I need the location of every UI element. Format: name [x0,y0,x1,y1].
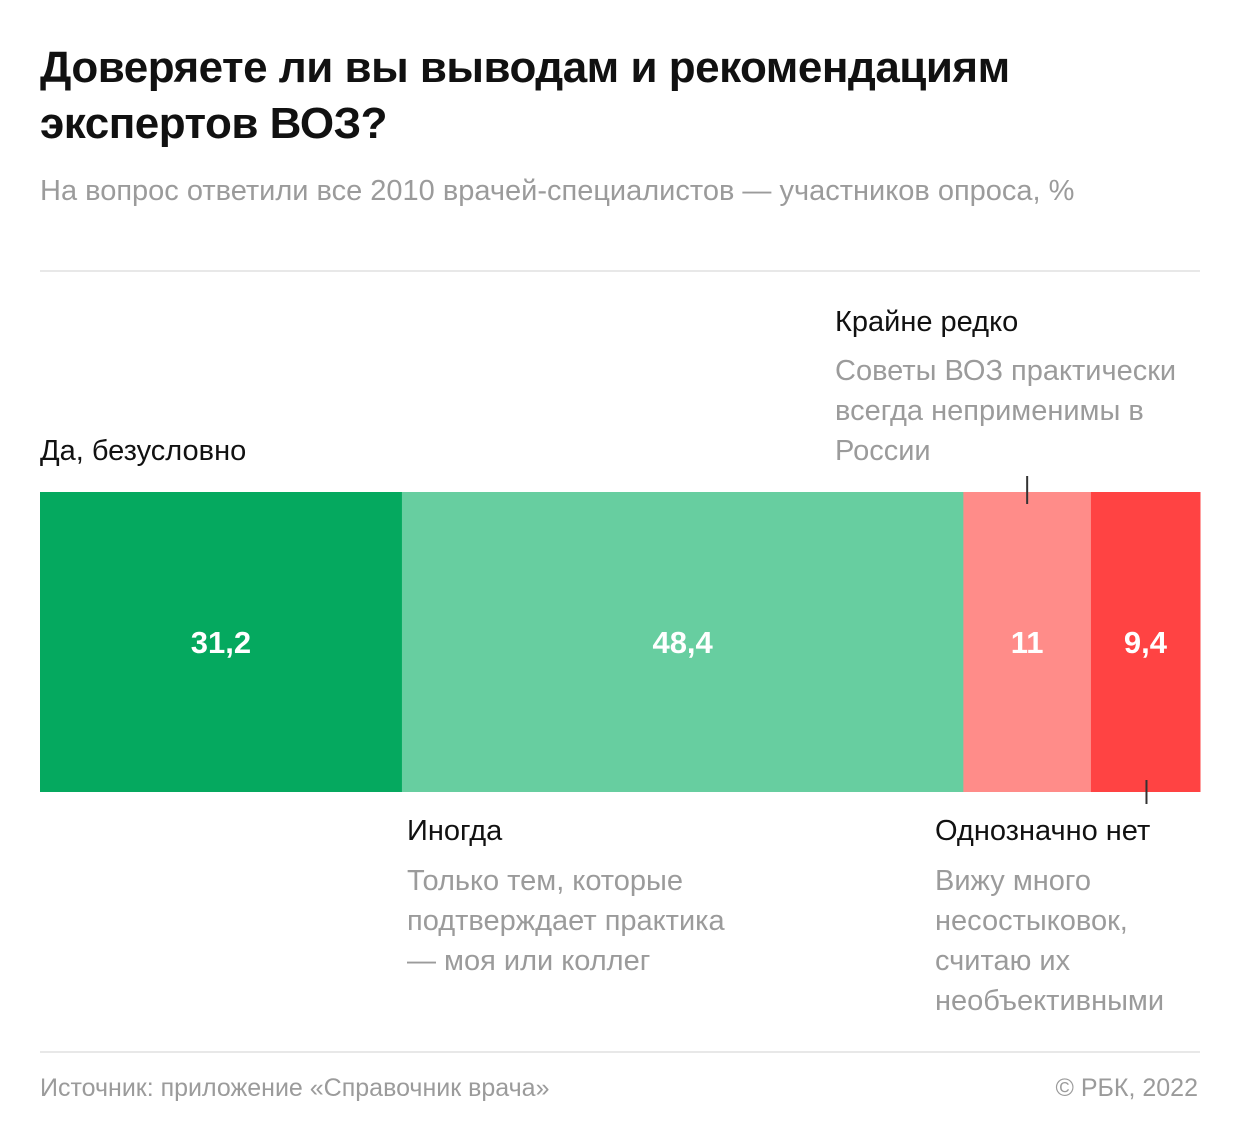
chart-title: Доверяете ли вы выводам и рекомендациям … [40,43,1010,148]
category-label-sometimes: Иногда [407,815,503,847]
data-label-yes: 31,2 [191,625,251,660]
category-note-definitely-no: Вижу много несостыковок, считаю их необъ… [935,865,1165,1017]
bar-segment-rarely [963,492,1092,792]
top-divider [40,270,1200,272]
data-label-sometimes: 48,4 [652,625,713,660]
bar-segment-sometimes [401,492,964,792]
category-label-definitely-no: Однозначно нет [935,815,1151,847]
bar-segment-yes [40,492,403,792]
stacked-bar: 31,2 48,4 11 9,4 [40,476,1201,804]
stacked-bar-svg: 31,2 48,4 11 9,4 [40,476,1201,804]
category-note-rarely: Советы ВОЗ практически всегда неприменим… [835,355,1177,467]
bar-segment-definitely-no [1090,492,1201,792]
bottom-divider [40,1051,1200,1053]
chart-subtitle: На вопрос ответили все 2010 врачей-специ… [40,175,1075,207]
source-note: Источник: приложение «Справочник врача» [40,1074,550,1102]
category-note-sometimes: Только тем, которые подтверждает практик… [407,865,725,977]
category-label-rarely: Крайне редко [835,306,1019,338]
data-label-definitely-no: 9,4 [1124,625,1168,660]
copyright: © РБК, 2022 [1055,1074,1198,1102]
category-label-yes: Да, безусловно [40,435,247,467]
data-label-rarely: 11 [1011,625,1044,660]
